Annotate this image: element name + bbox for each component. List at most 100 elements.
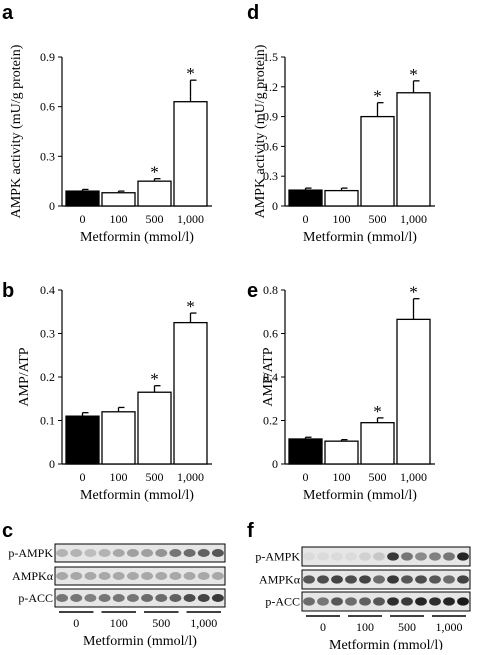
blot-band bbox=[457, 597, 469, 606]
blot-band bbox=[169, 549, 182, 557]
blot-band bbox=[70, 594, 83, 602]
blot-band bbox=[141, 549, 154, 557]
lane-group-label: 0 bbox=[73, 616, 79, 630]
y-tick-label: 0.3 bbox=[40, 327, 55, 341]
y-axis-title: AMPK activity (mU/g protein) bbox=[9, 44, 24, 218]
blot-strip bbox=[54, 588, 226, 608]
blot-band bbox=[415, 597, 427, 606]
lane-group-label: 0 bbox=[320, 620, 326, 634]
panel-letter-a: a bbox=[2, 2, 14, 24]
panel-letter-f: f bbox=[247, 520, 254, 542]
bar bbox=[324, 440, 359, 465]
blot-band bbox=[112, 549, 125, 557]
chart-panel-b: 0 0.1 0.2 0.3 0.4 0 100 * 500 * 1,000 Metformin (mm… bbox=[17, 283, 212, 503]
blot-band bbox=[197, 549, 210, 557]
blot-band bbox=[112, 572, 125, 580]
x-tick-label: 1,000 bbox=[400, 470, 427, 484]
blot-band bbox=[317, 575, 329, 584]
blot-band bbox=[359, 597, 371, 606]
blot-x-title: Metformin (mmol/l) bbox=[83, 634, 197, 649]
blot-band bbox=[401, 597, 413, 606]
blot-band bbox=[155, 549, 168, 557]
panel-letter-b: b bbox=[2, 280, 14, 302]
x-tick-label: 100 bbox=[333, 212, 351, 226]
blot-band bbox=[126, 594, 139, 602]
bar bbox=[396, 92, 431, 207]
blot-strip bbox=[301, 591, 471, 612]
significance-star: * bbox=[186, 297, 195, 316]
significance-star: * bbox=[150, 370, 159, 389]
chart-panel-e: 0 0.2 0.4 0.6 0.8 0 100 * 500 * 1,000 Metformin (mm… bbox=[261, 283, 435, 503]
x-axis-title: Metformin (mmol/l) bbox=[303, 488, 417, 503]
blot-band bbox=[98, 549, 111, 557]
lane-group-label: 1,000 bbox=[436, 620, 463, 634]
blot-band bbox=[331, 575, 343, 584]
y-tick-label: 0.8 bbox=[263, 283, 278, 297]
blot-band bbox=[457, 552, 469, 561]
blot-band bbox=[84, 594, 97, 602]
blot-band bbox=[70, 572, 83, 580]
x-tick-label: 0 bbox=[303, 470, 309, 484]
lane-group-label: 1,000 bbox=[190, 616, 217, 630]
bar bbox=[101, 411, 136, 465]
blot-band bbox=[169, 594, 182, 602]
lane-group-label: 100 bbox=[356, 620, 374, 634]
panel-letter-e: e bbox=[247, 280, 258, 302]
blot-row-label: p-ACC bbox=[265, 595, 300, 609]
blot-band bbox=[429, 597, 441, 606]
significance-star: * bbox=[186, 64, 195, 83]
bar bbox=[65, 190, 100, 207]
blot-band bbox=[415, 575, 427, 584]
blot-band bbox=[359, 575, 371, 584]
blot-band bbox=[303, 575, 315, 584]
significance-star: * bbox=[150, 163, 159, 182]
y-tick-label: 0 bbox=[49, 457, 55, 471]
blot-band bbox=[84, 572, 97, 580]
significance-star: * bbox=[409, 283, 418, 302]
blot-band bbox=[359, 552, 371, 561]
bar bbox=[288, 438, 323, 465]
y-tick-label: 0.4 bbox=[40, 283, 55, 297]
blot-band bbox=[443, 552, 455, 561]
blot-band bbox=[211, 549, 224, 557]
blot-band bbox=[415, 552, 427, 561]
blot-band bbox=[70, 549, 83, 557]
y-tick-label: 1.2 bbox=[263, 80, 278, 94]
blot-band bbox=[373, 552, 385, 561]
x-axis-title: Metformin (mmol/l) bbox=[303, 230, 417, 245]
bar bbox=[65, 415, 100, 465]
blot-band bbox=[183, 549, 196, 557]
y-tick-label: 0.3 bbox=[40, 149, 55, 163]
x-tick-label: 500 bbox=[146, 212, 164, 226]
blot-band bbox=[141, 572, 154, 580]
x-tick-label: 0 bbox=[303, 212, 309, 226]
blot-strip bbox=[301, 546, 471, 567]
significance-star: * bbox=[409, 65, 418, 84]
x-tick-label: 100 bbox=[110, 212, 128, 226]
blot-band bbox=[183, 572, 196, 580]
y-tick-label: 1.5 bbox=[263, 50, 278, 64]
blot-panel-f: p-AMPK AMPKα p-ACC 0 100 500 1,000 Metformin (m… bbox=[255, 546, 471, 653]
bar bbox=[137, 180, 172, 207]
blot-band bbox=[331, 552, 343, 561]
y-tick-label: 0.9 bbox=[263, 110, 278, 124]
blot-band bbox=[387, 597, 399, 606]
y-tick-label: 0.2 bbox=[40, 370, 55, 384]
x-tick-label: 500 bbox=[369, 470, 387, 484]
blot-band bbox=[84, 549, 97, 557]
y-axis-title: AMPK activity (mU/g protein) bbox=[253, 44, 268, 218]
blot-band bbox=[373, 597, 385, 606]
x-tick-label: 100 bbox=[110, 470, 128, 484]
x-tick-label: 500 bbox=[146, 470, 164, 484]
y-tick-label: 0.2 bbox=[263, 414, 278, 428]
blot-band bbox=[183, 594, 196, 602]
blot-band bbox=[387, 575, 399, 584]
blot-band bbox=[429, 575, 441, 584]
blot-band bbox=[443, 575, 455, 584]
panel-letter-d: d bbox=[247, 2, 259, 24]
blot-row-label: AMPKα bbox=[12, 569, 54, 583]
chart-panel-a: 0 0.3 0.6 0.9 0 100 * 500 * 1,000 Metformin (mmol/… bbox=[9, 44, 212, 245]
bar bbox=[173, 321, 208, 465]
x-axis-title: Metformin (mmol/l) bbox=[80, 488, 194, 503]
blot-band bbox=[211, 594, 224, 602]
